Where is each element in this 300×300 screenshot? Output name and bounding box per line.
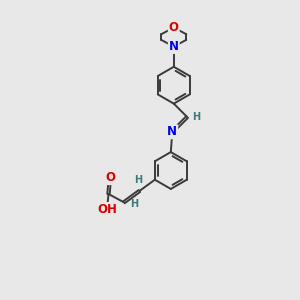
Text: O: O [105,171,115,184]
Text: O: O [169,21,179,34]
Text: N: N [167,125,177,138]
Text: H: H [130,199,138,209]
Text: H: H [134,175,142,185]
Text: N: N [169,40,179,53]
Text: H: H [193,112,201,122]
Text: OH: OH [97,203,117,216]
